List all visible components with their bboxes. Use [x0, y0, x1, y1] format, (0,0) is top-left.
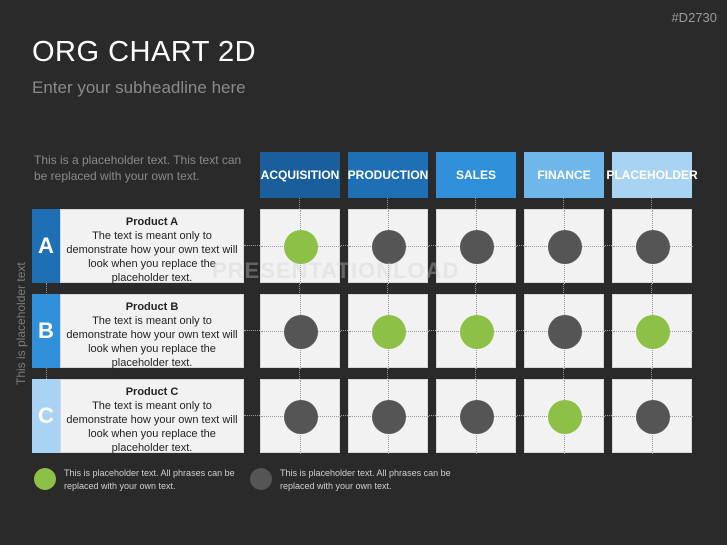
- product-name: Product B: [125, 301, 179, 313]
- green-circle: [372, 315, 406, 349]
- column-header-placeholder: PLACEHOLDER: [606, 152, 698, 198]
- matrix-cell: [612, 209, 693, 284]
- row-letter-c: C: [32, 379, 60, 453]
- row-card-b: Product B The text is meant only to demo…: [60, 294, 244, 369]
- matrix-cell: [436, 209, 517, 284]
- matrix-cell: [612, 379, 693, 454]
- product-description: The text is meant only to demonstrate ho…: [66, 230, 238, 284]
- watermark: PRESENTATIONLOAD: [212, 258, 460, 283]
- product-description: The text is meant only to demonstrate ho…: [66, 400, 238, 454]
- matrix-cell: [436, 379, 517, 454]
- page-title: ORG CHART 2D: [32, 36, 257, 68]
- legend-gray-dot: [250, 468, 272, 490]
- column-header-production: PRODUCTION: [348, 152, 428, 198]
- column-header-finance: FINANCE: [524, 152, 604, 198]
- matrix-cell: [612, 294, 693, 369]
- gray-circle: [548, 230, 582, 264]
- legend-text-gray: This is placeholder text. All phrases ca…: [280, 468, 451, 491]
- matrix-cell: [348, 379, 429, 454]
- page-subtitle: Enter your subheadline here: [32, 78, 246, 97]
- gray-circle: [372, 230, 406, 264]
- product-description: The text is meant only to demonstrate ho…: [66, 315, 238, 369]
- matrix-cell: [260, 294, 341, 369]
- gray-circle: [636, 230, 670, 264]
- product-name: Product A: [125, 216, 179, 228]
- gray-circle: [284, 315, 318, 349]
- green-circle: [460, 315, 494, 349]
- gray-circle: [548, 315, 582, 349]
- legend-green-dot: [34, 468, 56, 490]
- gray-circle: [284, 400, 318, 434]
- green-circle: [636, 315, 670, 349]
- matrix-cell: [348, 294, 429, 369]
- gray-circle: [372, 400, 406, 434]
- intro-placeholder-text: This is a placeholder text. This text ca…: [34, 153, 242, 183]
- vertical-axis-label: This is placeholder text: [14, 262, 28, 385]
- gray-circle: [460, 230, 494, 264]
- matrix-cell: [524, 379, 605, 454]
- row-card-a: Product A The text is meant only to demo…: [60, 209, 244, 284]
- product-name: Product C: [125, 386, 179, 398]
- matrix-cell: [348, 209, 429, 284]
- gray-circle: [636, 400, 670, 434]
- row-card-c: Product C The text is meant only to demo…: [60, 379, 244, 454]
- slide-id: #D2730: [671, 10, 717, 25]
- column-header-acquisition: ACQUISITION: [260, 152, 340, 198]
- matrix-cell: [524, 294, 605, 369]
- matrix-cell: [436, 294, 517, 369]
- row-letter-b: B: [32, 294, 60, 368]
- green-circle: [284, 230, 318, 264]
- row-letter-a: A: [32, 209, 60, 283]
- matrix-cell: [260, 209, 341, 284]
- column-header-sales: SALES: [436, 152, 516, 198]
- legend-text-green: This is placeholder text. All phrases ca…: [64, 468, 235, 491]
- matrix-cell: [524, 209, 605, 284]
- gray-circle: [460, 400, 494, 434]
- green-circle: [548, 400, 582, 434]
- matrix-cell: [260, 379, 341, 454]
